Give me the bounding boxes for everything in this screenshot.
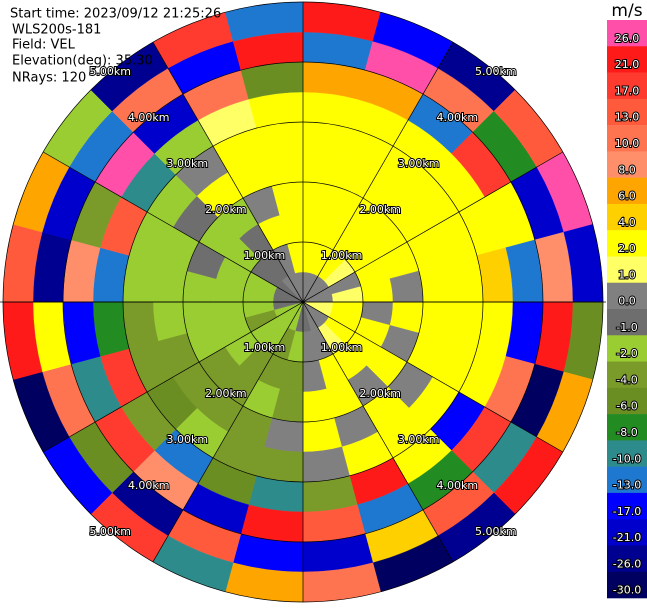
ring-label: 4.00km — [128, 479, 170, 492]
range-ring — [242, 241, 364, 363]
ring-label: 3.00km — [398, 433, 440, 446]
colorbar-block — [607, 571, 647, 599]
colorbar-label: 21.0 — [615, 58, 640, 71]
colorbar-block — [607, 414, 647, 441]
colorbar-label: 10.0 — [615, 137, 640, 150]
colorbar-block — [607, 98, 647, 126]
colorbar-label: -30.0 — [613, 584, 641, 597]
colorbar-block — [607, 519, 647, 546]
colorbar-label: 6.0 — [618, 190, 636, 203]
ring-label: 4.00km — [436, 479, 478, 492]
colorbar-block — [607, 256, 647, 284]
colorbar-label: -1.0 — [616, 321, 637, 334]
ring-label: 4.00km — [436, 111, 478, 124]
colorbar-block — [607, 309, 647, 336]
colorbar-block — [607, 440, 647, 467]
colorbar-block — [607, 387, 647, 415]
velocity-cell — [447, 255, 484, 303]
range-ring — [182, 181, 424, 423]
ring-label: 3.00km — [398, 157, 440, 170]
header-line: NRays: 120 — [12, 71, 86, 86]
colorbar-label: 8.0 — [618, 163, 636, 176]
header-line: Field: VEL — [12, 38, 76, 53]
ring-label: 1.00km — [321, 249, 363, 262]
colorbar-block — [607, 203, 647, 231]
velocity-field — [2, 1, 604, 603]
colorbar-label: -26.0 — [613, 557, 641, 570]
ring-label: 1.00km — [321, 341, 363, 354]
colorbar-label: -21.0 — [613, 531, 641, 544]
colorbar-label: 2.0 — [618, 242, 636, 255]
velocity-cell — [302, 446, 350, 483]
ring-label: 3.00km — [167, 157, 209, 170]
colorbar-unit: m/s — [611, 1, 642, 21]
range-ring — [2, 1, 604, 603]
colorbar-block — [607, 545, 647, 573]
range-ring — [62, 61, 544, 543]
velocity-cell — [122, 301, 159, 349]
overlay: 1.00km 1.00km 1.00km 1.00km 2.00km 2.00km 2.00… — [0, 1, 606, 603]
velocity-cell — [256, 446, 304, 483]
velocity-cell — [122, 255, 159, 303]
ring-label: 5.00km — [475, 525, 517, 538]
colorbar-label: -10.0 — [613, 452, 641, 465]
colorbar-label: -4.0 — [616, 373, 637, 386]
ring-label: 2.00km — [205, 203, 247, 216]
range-ring — [122, 121, 484, 483]
velocity-cell — [302, 121, 350, 158]
colorbar-label: 13.0 — [615, 111, 640, 124]
colorbar-block — [607, 361, 647, 389]
colorbar-label: 4.0 — [618, 216, 636, 229]
velocity-cell — [447, 301, 484, 349]
header-line: WLS200s-181 — [12, 23, 101, 38]
colorbar-label: 26.0 — [615, 32, 640, 45]
ring-label: 5.00km — [475, 65, 517, 78]
ring-label: 2.00km — [205, 387, 247, 400]
ring-label: 2.00km — [359, 203, 401, 216]
ring-label: 3.00km — [167, 433, 209, 446]
colorbar-block — [607, 466, 647, 494]
colorbar-block — [607, 151, 647, 178]
colorbar-block — [607, 72, 647, 100]
ring-label: 5.00km — [89, 525, 131, 538]
velocity-cell — [256, 121, 304, 158]
colorbar-label: 0.0 — [618, 295, 636, 308]
ring-label: 1.00km — [244, 341, 286, 354]
colorbar-block — [607, 46, 647, 73]
colorbar-label: -2.0 — [616, 347, 637, 360]
ring-label: 5.00km — [89, 65, 131, 78]
colorbar-block — [607, 177, 647, 205]
colorbar-label: -17.0 — [613, 505, 641, 518]
colorbar-label: -13.0 — [613, 479, 641, 492]
colorbar-label: 1.0 — [618, 268, 636, 281]
colorbar-block — [607, 20, 647, 47]
ring-label: 2.00km — [359, 387, 401, 400]
colorbar-block — [607, 125, 647, 152]
colorbar-block — [607, 230, 647, 257]
ring-label: 4.00km — [128, 111, 170, 124]
colorbar-label: -6.0 — [616, 400, 637, 413]
header-line: Elevation(deg): 35.30 — [12, 54, 153, 69]
colorbar-label: -8.0 — [616, 426, 637, 439]
colorbar-label: 17.0 — [615, 84, 640, 97]
ring-label: 1.00km — [244, 249, 286, 262]
colorbar-block — [607, 492, 647, 520]
colorbar-block — [607, 335, 647, 362]
header-line: Start time: 2023/09/12 21:25:26 — [10, 7, 221, 22]
colorbar-block — [607, 282, 647, 310]
